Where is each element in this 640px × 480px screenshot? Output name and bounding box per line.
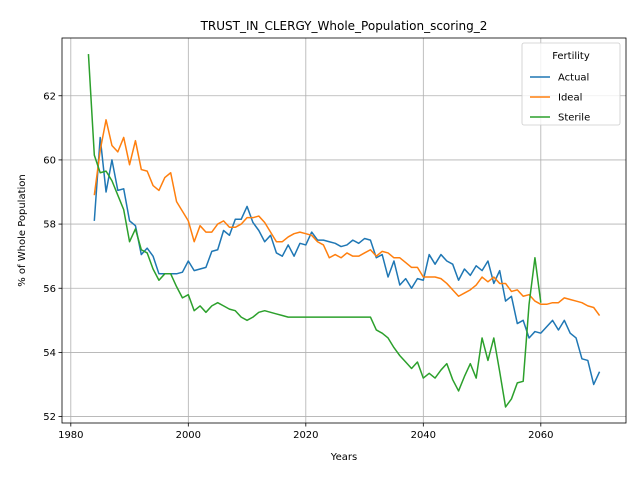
x-tick-label: 2000 — [176, 430, 201, 441]
chart-title: TRUST_IN_CLERGY_Whole_Population_scoring… — [200, 19, 488, 33]
y-tick-label: 54 — [43, 348, 56, 359]
y-tick-label: 60 — [43, 155, 56, 166]
y-tick-label: 58 — [43, 220, 56, 231]
x-tick-label: 1980 — [58, 430, 83, 441]
x-tick-label: 2020 — [293, 430, 318, 441]
x-tick-label: 2040 — [411, 430, 436, 441]
plot-frame — [61, 37, 627, 424]
series-line-sterile — [87, 53, 542, 408]
x-axis-label: Years — [330, 452, 357, 463]
legend-label-sterile: Sterile — [558, 113, 590, 124]
legend-label-ideal: Ideal — [558, 93, 582, 104]
legend: Fertility Actual Ideal Sterile — [521, 42, 621, 126]
legend-items: Actual Ideal Sterile — [530, 73, 590, 124]
y-tick-label: 56 — [43, 284, 56, 295]
legend-label-actual: Actual — [558, 73, 589, 84]
series-line-ideal — [93, 119, 601, 316]
legend-title: Fertility — [552, 51, 590, 62]
y-axis-label: % of Whole Population — [17, 174, 28, 287]
x-tick-label: 2060 — [528, 430, 553, 441]
y-tick-label: 62 — [43, 91, 56, 102]
series-line-actual — [93, 136, 601, 386]
x-axis-ticks: 1980 2000 2020 2040 2060 — [58, 423, 554, 441]
legend-box — [521, 42, 621, 126]
series-lines — [87, 53, 601, 408]
y-tick-label: 52 — [43, 412, 56, 423]
y-axis-ticks: 52 54 56 58 60 62 — [43, 91, 62, 423]
